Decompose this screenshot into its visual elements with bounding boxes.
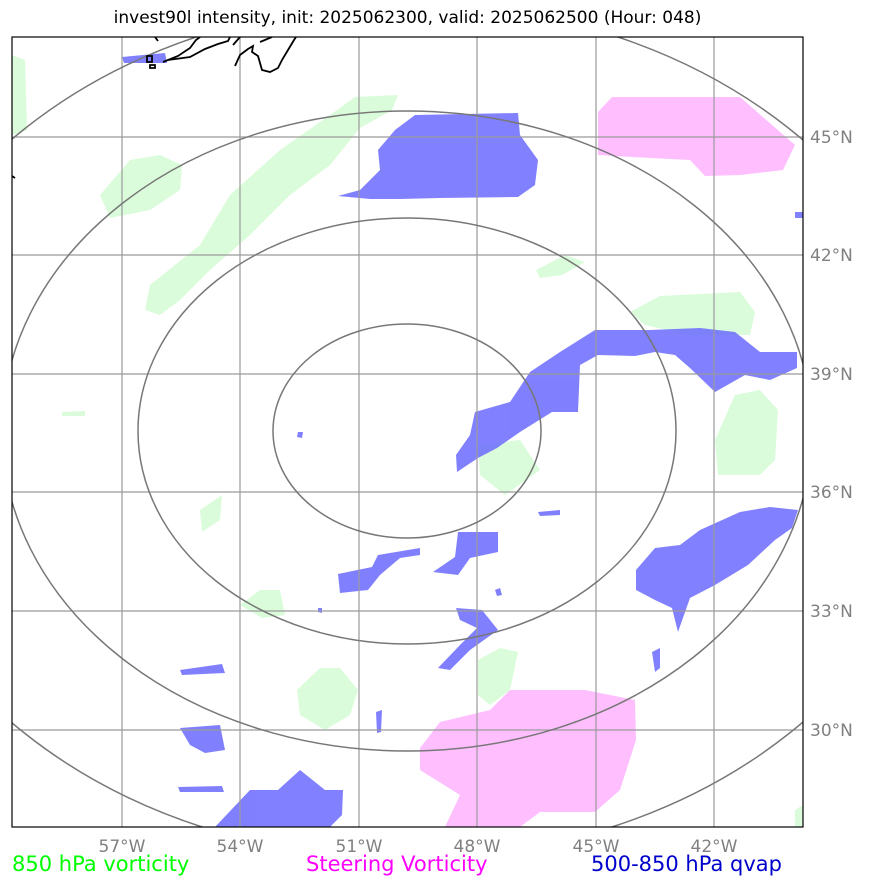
vorticity-850-region xyxy=(478,440,540,495)
steering-vorticity-region xyxy=(420,690,636,827)
coastline-newfoundland xyxy=(232,37,241,46)
coastline-newfoundland xyxy=(162,37,201,63)
qvap-region xyxy=(180,725,225,753)
lon-label: 45°W xyxy=(573,837,620,857)
map-title: invest90l intensity, init: 2025062300, v… xyxy=(113,8,702,28)
qvap-region xyxy=(652,648,660,672)
legend-qvap: 500-850 hPa qvap xyxy=(591,852,782,876)
coastline-island xyxy=(149,64,156,69)
lat-label: 30°N xyxy=(810,721,853,741)
vorticity-850-region xyxy=(240,590,285,618)
range-rings xyxy=(12,37,803,827)
lat-label: 42°N xyxy=(810,246,853,266)
vorticity-850-layer xyxy=(12,55,803,827)
qvap-region xyxy=(338,548,420,593)
vorticity-850-region xyxy=(12,55,27,135)
legend-850-vorticity: 850 hPa vorticity xyxy=(12,852,190,876)
lon-label: 57°W xyxy=(99,837,146,857)
coastline-island xyxy=(146,55,153,63)
qvap-layer xyxy=(122,53,803,827)
lon-label: 42°W xyxy=(691,837,738,857)
qvap-region xyxy=(122,53,167,63)
qvap-region xyxy=(215,770,343,827)
qvap-region xyxy=(180,664,225,675)
qvap-region xyxy=(636,507,798,632)
qvap-region xyxy=(376,710,382,733)
vorticity-850-region xyxy=(478,648,518,705)
legend-steering-vorticity: Steering Vorticity xyxy=(306,852,488,876)
lat-label: 45°N xyxy=(810,128,853,148)
vorticity-850-region xyxy=(100,155,182,218)
coastline-island xyxy=(154,37,159,42)
qvap-region xyxy=(495,588,502,596)
qvap-region xyxy=(456,328,797,472)
lon-label: 54°W xyxy=(217,837,264,857)
lat-labels: 45°N 42°N 39°N 36°N 33°N 30°N xyxy=(810,128,853,741)
vorticity-850-region xyxy=(297,668,358,730)
vorticity-850-region xyxy=(200,495,222,532)
range-ring-middle xyxy=(137,217,677,645)
qvap-region xyxy=(538,510,560,516)
qvap-region xyxy=(297,432,303,438)
vorticity-850-region xyxy=(145,95,398,315)
plot-frame xyxy=(11,36,804,828)
graticule xyxy=(12,37,803,827)
vorticity-850-region xyxy=(536,255,585,278)
vorticity-850-region xyxy=(795,805,803,827)
coastline-newfoundland xyxy=(259,37,273,43)
lat-label: 33°N xyxy=(810,602,853,622)
lat-label: 39°N xyxy=(810,365,853,385)
lon-label: 51°W xyxy=(336,837,383,857)
lon-labels: 57°W 54°W 51°W 48°W 45°W 42°W xyxy=(99,837,738,857)
lon-label: 48°W xyxy=(454,837,501,857)
qvap-region xyxy=(795,212,803,218)
coastline-newfoundland xyxy=(234,37,297,73)
range-ring-outer xyxy=(12,110,803,752)
qvap-region xyxy=(433,532,498,575)
range-ring-inner xyxy=(272,323,542,539)
vorticity-850-region xyxy=(715,390,778,475)
qvap-region xyxy=(338,113,538,199)
qvap-region xyxy=(178,786,224,792)
vorticity-850-region xyxy=(62,411,85,416)
coastline-newfoundland xyxy=(167,37,231,61)
vorticity-850-region xyxy=(630,292,755,335)
lat-label: 36°N xyxy=(810,483,853,503)
